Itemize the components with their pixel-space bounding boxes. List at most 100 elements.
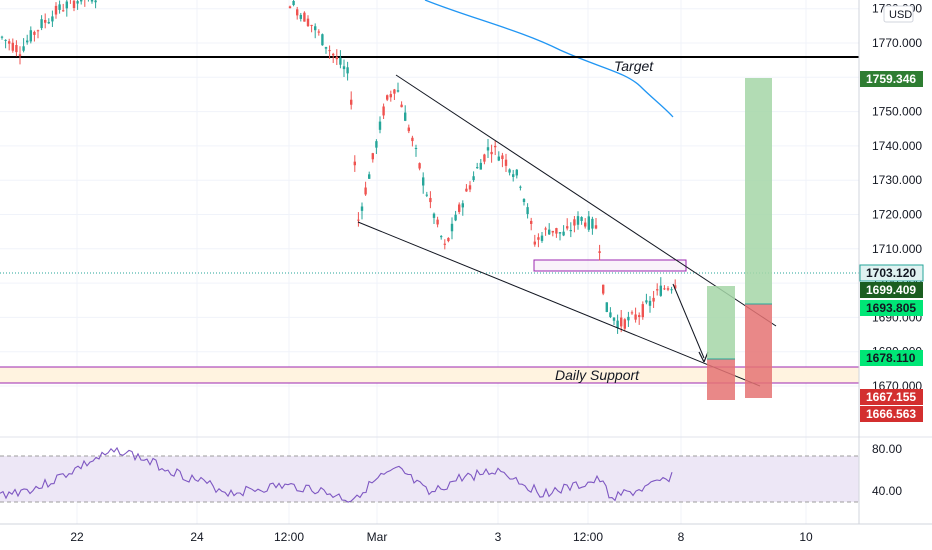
- candle-body: [400, 104, 403, 108]
- candle-body: [584, 222, 587, 227]
- candle-body: [58, 4, 61, 10]
- candle-body: [666, 288, 670, 290]
- candle-body: [15, 45, 18, 53]
- candle-body: [422, 177, 425, 186]
- candle-body: [461, 203, 464, 208]
- candle-body: [368, 174, 371, 179]
- candle-body: [458, 204, 461, 212]
- long-position-1-loss: [707, 359, 735, 400]
- price-tag-label: 1703.120: [866, 266, 916, 280]
- candle-body: [490, 151, 493, 155]
- candle-body: [627, 316, 630, 321]
- long-position-2-profit: [745, 78, 772, 304]
- candle-body: [598, 251, 601, 253]
- wedge-lower-line: [357, 221, 761, 387]
- candle-body: [303, 12, 306, 22]
- candle-body: [522, 199, 526, 202]
- candle-body: [576, 216, 580, 225]
- candle-body: [94, 0, 97, 3]
- candle-body: [425, 194, 428, 196]
- candle-body: [404, 112, 407, 121]
- time-axis[interactable]: 22 24 12:00 Mar 3 12:00 8 10: [70, 530, 813, 544]
- candle-body: [468, 185, 472, 190]
- daily-support-zone: [0, 367, 859, 383]
- candle-body: [80, 0, 83, 2]
- candle-body: [623, 319, 626, 329]
- candle-body: [476, 167, 479, 169]
- candle-body: [465, 188, 468, 192]
- candle-body: [18, 54, 22, 57]
- price-tag-red: [860, 389, 923, 405]
- price-tag-dark-green: [860, 282, 923, 298]
- rsi-tick-80: 80.00: [872, 442, 902, 456]
- candle-body: [346, 67, 349, 74]
- candle-body: [555, 228, 558, 234]
- candle-body: [378, 121, 382, 130]
- candle-body: [648, 300, 652, 306]
- candle-body: [407, 127, 410, 132]
- candle-body: [519, 186, 522, 188]
- candle-body: [512, 174, 515, 177]
- candle-body: [317, 31, 320, 33]
- candle-body: [645, 300, 648, 303]
- candle-body: [472, 176, 475, 181]
- currency-badge[interactable]: [883, 5, 914, 23]
- candle-body: [591, 218, 594, 229]
- candle-body: [90, 0, 94, 2]
- candle-body: [537, 237, 540, 240]
- candle-body: [659, 285, 662, 296]
- price-tag-green: [860, 300, 923, 316]
- candle-body: [580, 217, 583, 221]
- rsi-line: [0, 446, 673, 503]
- candle-body: [602, 284, 605, 294]
- time-tick: 12:00: [274, 530, 304, 544]
- candle-body: [350, 99, 353, 105]
- candle-body: [382, 106, 385, 116]
- candle-body: [436, 219, 439, 225]
- price-tags: 1759.346 1703.120 1699.409 1693.805 1678.110…: [859, 71, 924, 422]
- candle-body: [306, 18, 310, 27]
- time-tick: 8: [678, 530, 685, 544]
- price-tick: 1750.000: [872, 105, 922, 119]
- price-axis[interactable]: 1780.0001770.0001760.0001750.0001740.000…: [872, 2, 922, 393]
- price-tag-label: 1693.805: [866, 301, 916, 315]
- candle-body: [393, 89, 396, 94]
- currency-label: USD: [889, 9, 912, 21]
- candle-body: [486, 147, 490, 151]
- candle-body: [0, 36, 4, 38]
- candle-body: [440, 236, 443, 238]
- candle-body: [551, 230, 554, 233]
- candle-body: [335, 56, 338, 60]
- candle-body: [674, 285, 677, 289]
- candle-body: [386, 95, 389, 100]
- candle-body: [299, 14, 302, 19]
- price-tag-last: [859, 264, 924, 282]
- time-tick: 24: [190, 530, 204, 544]
- price-tag-green: [860, 350, 923, 366]
- candle-body: [357, 219, 360, 221]
- long-position-1-profit: [707, 286, 735, 359]
- candle-body: [314, 26, 317, 31]
- candle-body: [656, 289, 659, 291]
- candle-body: [418, 163, 421, 169]
- candle-body: [544, 228, 547, 230]
- candle-body: [76, 1, 79, 4]
- candle-body: [339, 57, 342, 65]
- candle-body: [11, 42, 14, 51]
- candle-body: [612, 317, 616, 321]
- price-tick: 1770.000: [872, 36, 922, 50]
- time-tick: 3: [495, 530, 502, 544]
- candle-body: [566, 226, 569, 229]
- candle-body: [663, 288, 666, 290]
- candle-body: [26, 40, 29, 43]
- candle-body: [515, 169, 518, 176]
- price-tag-red: [860, 406, 923, 422]
- candle-body: [573, 219, 576, 226]
- candle-body: [540, 235, 544, 241]
- candle-body: [296, 9, 299, 16]
- candle-body: [8, 41, 11, 44]
- candle-body: [504, 159, 508, 166]
- candle-body: [396, 90, 400, 92]
- candle-body: [51, 16, 54, 22]
